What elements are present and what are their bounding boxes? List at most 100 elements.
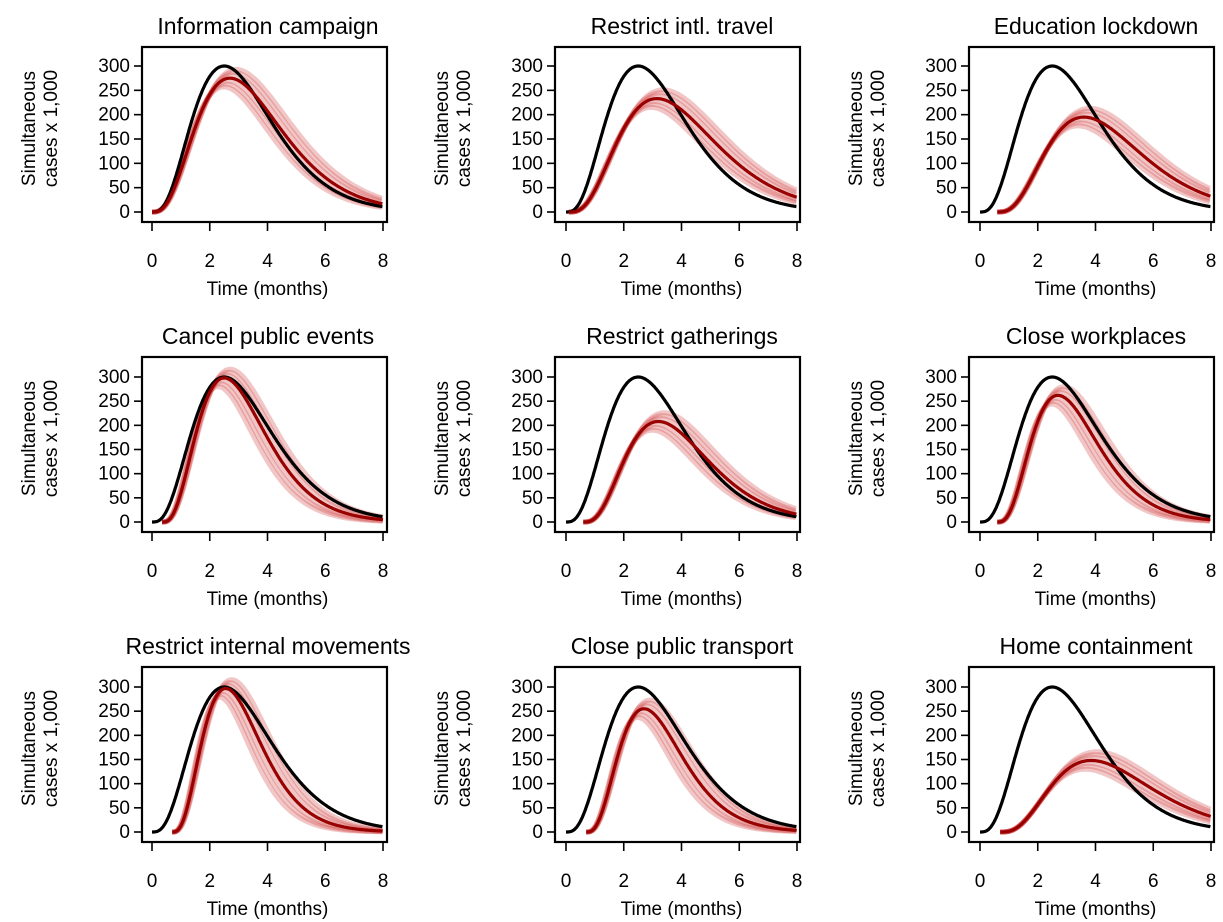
x-axis-label: Time (months) <box>1035 589 1157 610</box>
x-tick-label: 0 <box>561 561 572 582</box>
x-tick-label: 8 <box>1206 561 1217 582</box>
plot-frame <box>967 355 1216 534</box>
y-tick-label: 50 <box>522 178 543 199</box>
panel-title: Restrict gatherings <box>586 323 778 349</box>
x-tick-label: 6 <box>320 561 331 582</box>
x-tick-label: 0 <box>975 561 986 582</box>
intervention-series-line <box>999 758 1212 834</box>
y-tick-label: 250 <box>98 391 130 412</box>
y-tick-label: 50 <box>936 178 957 199</box>
y-axis-label: Simultaneouscases x 1,000 <box>19 70 62 187</box>
chart-panel: Close workplaces 0 50 100 150 200 250 300 0 2 4 6 8 T… <box>846 323 1216 610</box>
x-axis-label: Time (months) <box>207 589 329 610</box>
x-tick-label: 0 <box>561 251 572 272</box>
x-tick-label: 0 <box>147 251 158 272</box>
x-tick-label: 2 <box>204 561 215 582</box>
uncertainty-band <box>172 677 383 835</box>
x-tick-label: 4 <box>262 251 273 272</box>
x-tick-label: 8 <box>1206 251 1217 272</box>
x-tick-label: 0 <box>561 871 572 892</box>
y-tick-label: 200 <box>511 725 543 746</box>
x-tick-label: 8 <box>378 251 389 272</box>
y-tick-label: 50 <box>936 798 957 819</box>
panel-title: Information campaign <box>157 13 378 39</box>
baseline-series-line <box>151 64 384 214</box>
y-tick-label: 300 <box>511 56 543 77</box>
y-tick-label: 100 <box>98 464 130 485</box>
x-axis-label: Time (months) <box>621 589 743 610</box>
y-tick-label: 50 <box>109 488 130 509</box>
y-tick-label: 0 <box>946 822 957 843</box>
x-tick-label: 8 <box>378 561 389 582</box>
y-tick-label: 250 <box>98 701 130 722</box>
x-tick-label: 4 <box>676 251 687 272</box>
plot-frame <box>553 665 802 844</box>
y-tick-label: 200 <box>98 105 130 126</box>
baseline-series-line <box>979 685 1212 834</box>
x-tick-label: 8 <box>1206 871 1217 892</box>
x-axis-label: Time (months) <box>207 279 329 300</box>
y-tick-label: 150 <box>511 750 543 771</box>
uncertainty-band <box>162 384 383 525</box>
y-tick-label: 50 <box>522 488 543 509</box>
panel-title: Cancel public events <box>162 323 374 349</box>
y-tick-label: 50 <box>936 488 957 509</box>
baseline-series-line <box>565 64 798 214</box>
y-tick-label: 0 <box>119 822 130 843</box>
y-axis-label: Simultaneouscases x 1,000 <box>846 690 889 807</box>
y-tick-label: 300 <box>511 367 543 388</box>
plot-frame <box>553 355 802 534</box>
y-tick-label: 150 <box>98 440 130 461</box>
y-tick-label: 100 <box>925 464 957 485</box>
x-tick-label: 0 <box>975 251 986 272</box>
panel-title: Close public transport <box>571 633 794 659</box>
chart-panel: Restrict internal movements 0 50 100 150 200 2… <box>19 633 411 920</box>
y-tick-label: 150 <box>925 440 957 461</box>
panel-title: Restrict intl. travel <box>591 13 774 39</box>
x-tick-label: 6 <box>320 871 331 892</box>
chart-panel: Information campaign 0 50 100 150 200 250 300 0 2… <box>19 13 388 300</box>
x-axis-label: Time (months) <box>621 279 743 300</box>
y-tick-label: 250 <box>925 391 957 412</box>
y-axis-label: Simultaneouscases x 1,000 <box>432 690 475 807</box>
chart-panel: Close public transport 0 50 100 150 200 250 300… <box>432 633 802 920</box>
x-axis-label: Time (months) <box>1035 279 1157 300</box>
baseline-series-line <box>151 375 384 524</box>
y-tick-label: 200 <box>511 105 543 126</box>
x-tick-label: 2 <box>1032 871 1043 892</box>
chart-panel: Cancel public events 0 50 100 150 200 250 300 0 2… <box>19 323 388 610</box>
x-tick-label: 2 <box>618 251 629 272</box>
y-tick-label: 50 <box>109 178 130 199</box>
x-tick-label: 2 <box>618 871 629 892</box>
x-tick-label: 4 <box>1090 561 1101 582</box>
x-tick-label: 4 <box>1090 251 1101 272</box>
baseline-series-line <box>151 685 384 834</box>
y-tick-label: 200 <box>511 415 543 436</box>
x-tick-label: 8 <box>792 251 803 272</box>
baseline-series-line <box>565 375 798 524</box>
y-tick-label: 0 <box>532 202 543 223</box>
y-axis-label: Simultaneouscases x 1,000 <box>432 70 475 187</box>
y-tick-label: 100 <box>511 464 543 485</box>
intervention-series-line <box>582 419 798 524</box>
x-tick-label: 2 <box>1032 561 1043 582</box>
intervention-series-line <box>151 76 384 214</box>
x-tick-label: 4 <box>1090 871 1101 892</box>
chart-panel: Restrict gatherings 0 50 100 150 200 250 300 0 2 4… <box>432 323 802 610</box>
y-tick-label: 150 <box>511 440 543 461</box>
intervention-series-line <box>585 707 798 834</box>
baseline-series-line <box>565 685 798 834</box>
panel-title: Restrict internal movements <box>125 633 410 659</box>
x-tick-label: 8 <box>792 871 803 892</box>
y-tick-label: 150 <box>98 750 130 771</box>
panel-title: Home containment <box>999 633 1193 659</box>
x-tick-label: 4 <box>262 871 273 892</box>
y-tick-label: 200 <box>925 725 957 746</box>
y-axis-label: Simultaneouscases x 1,000 <box>846 70 889 187</box>
chart-panel: Education lockdown 0 50 100 150 200 250 300 0 2 4 6… <box>846 13 1216 300</box>
y-tick-label: 0 <box>532 512 543 533</box>
uncertainty-band <box>172 694 383 835</box>
y-tick-label: 100 <box>98 774 130 795</box>
y-tick-label: 50 <box>109 798 130 819</box>
plot-frame <box>140 355 389 534</box>
